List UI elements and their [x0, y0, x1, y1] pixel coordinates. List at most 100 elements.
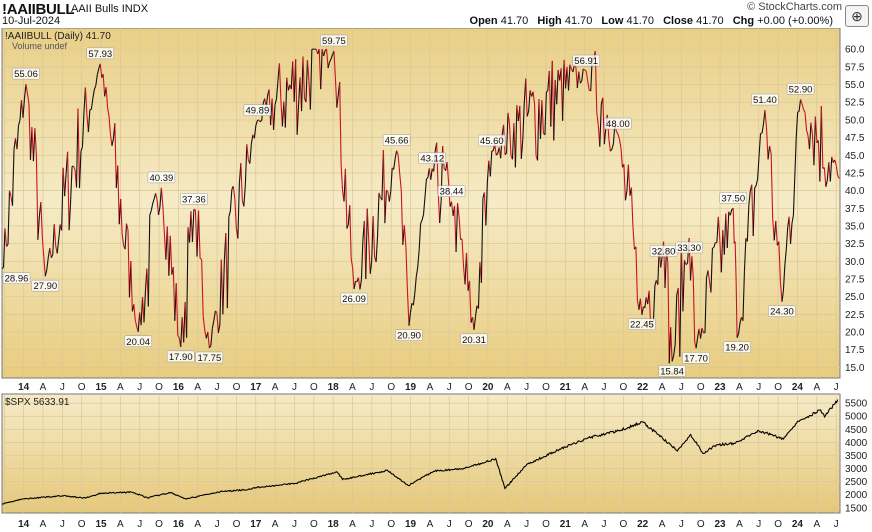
bull-line-segment [273, 104, 276, 130]
bull-line-segment [671, 355, 675, 362]
annotation-label: 20.04 [126, 337, 150, 348]
bull-line-segment [599, 104, 602, 147]
bull-line-segment [296, 104, 300, 135]
x-year-label: 18 [328, 382, 340, 393]
bull-line-segment [109, 134, 113, 146]
annotation-label: 33.30 [677, 243, 701, 254]
x-month-label: J [369, 519, 374, 530]
x-year-label: 17 [250, 519, 262, 530]
x-month-label: O [774, 519, 782, 530]
bull-line-segment [439, 200, 442, 224]
bull-line-segment [93, 85, 97, 90]
bull-line-segment [729, 209, 733, 216]
bull-line-segment [424, 178, 427, 198]
bull-line-segment [323, 50, 326, 57]
bull-line-segment [408, 312, 412, 326]
annotation-box [572, 54, 600, 67]
bull-line-segment [80, 146, 83, 152]
spx-y-tick-label: 2500 [845, 477, 868, 488]
bull-line-segment [692, 278, 696, 342]
annotation-box [31, 279, 60, 292]
bull-line-segment [691, 256, 694, 279]
bull-line-segment [522, 103, 525, 141]
annotation-label: 24.30 [770, 307, 794, 318]
bull-line-segment [6, 243, 9, 247]
bull-line-segment [81, 112, 85, 147]
annotation-box [751, 93, 779, 106]
x-month-label: A [194, 382, 201, 393]
bull-line-segment [823, 167, 827, 187]
spx-y-tick-label: 3500 [845, 451, 868, 462]
x-month-label: J [524, 382, 529, 393]
bull-line-segment [336, 94, 339, 108]
x-month-label: O [619, 519, 627, 530]
bull-line-segment [784, 249, 787, 266]
bull-line-segment [197, 210, 201, 259]
bull-line-segment [43, 257, 46, 277]
bull-y-tick-label: 25.0 [845, 292, 865, 303]
bull-line-segment [228, 210, 231, 217]
bull-line-segment [770, 153, 774, 219]
x-month-label: J [679, 382, 684, 393]
bull-line-segment [495, 153, 499, 156]
x-month-label: J [756, 382, 761, 393]
bull-line-segment [177, 335, 180, 339]
bull-line-segment [609, 148, 613, 152]
bull-line-segment [353, 280, 357, 290]
x-month-label: A [194, 519, 201, 530]
x-month-label: A [504, 382, 511, 393]
bull-line-segment [366, 208, 370, 241]
bull-y-tick-label: 22.5 [845, 310, 865, 321]
annotation-label: 22.45 [630, 320, 654, 331]
bull-line-segment [680, 242, 684, 312]
bull-line-segment [120, 198, 123, 234]
bull-line-segment [508, 124, 512, 156]
bull-line-segment [417, 249, 420, 268]
bull-line-segment [544, 92, 547, 135]
annotation-box [2, 272, 31, 284]
bull-line-segment [226, 216, 230, 309]
x-month-label: O [387, 519, 395, 530]
bull-line-segment [782, 265, 786, 291]
x-month-label: J [369, 382, 374, 393]
bull-line-segment [333, 50, 336, 78]
bull-line-segment [618, 138, 622, 148]
open-label: Open [469, 15, 498, 27]
bull-line-segment [349, 205, 352, 259]
bull-line-segment [781, 290, 784, 302]
bull-line-segment [579, 80, 583, 84]
x-month-label: A [813, 519, 820, 530]
bull-line-segment [365, 208, 368, 279]
bull-line-segment [102, 74, 106, 97]
bull-line-segment [330, 54, 333, 60]
bull-line-segment [4, 228, 8, 247]
bull-line-segment [792, 176, 796, 216]
x-year-label: 20 [482, 519, 494, 530]
bull-line-segment [274, 98, 278, 105]
annotation-box [382, 134, 411, 146]
x-year-label: 16 [173, 382, 185, 393]
bull-line-segment [584, 69, 587, 72]
annotation-label: 28.96 [5, 274, 29, 285]
bull-line-segment [748, 191, 751, 206]
bull-line-segment [46, 257, 49, 270]
annotation-label: 45.60 [480, 136, 504, 147]
bull-line-segment [137, 312, 141, 332]
bull-line-segment [271, 98, 275, 130]
bull-line-segment [562, 59, 565, 121]
bull-line-segment [130, 260, 133, 312]
bull-line-segment [50, 254, 54, 258]
bull-line-segment [674, 295, 678, 345]
bull-line-segment [143, 290, 146, 323]
bull-line-segment [257, 119, 260, 122]
bull-line-segment [541, 99, 544, 134]
ohlc-readout: Open 41.70 High 41.70 Low 41.70 Close 41… [470, 15, 839, 27]
zoom-in-icon[interactable]: ⊕ [845, 5, 869, 27]
bull-line-segment [825, 180, 828, 187]
bull-line-segment [87, 109, 91, 133]
bull-line-segment [485, 182, 488, 226]
bull-line-segment [489, 150, 493, 177]
bull-line-segment [155, 193, 158, 200]
bull-line-segment [701, 327, 705, 334]
bull-line-segment [620, 147, 623, 168]
